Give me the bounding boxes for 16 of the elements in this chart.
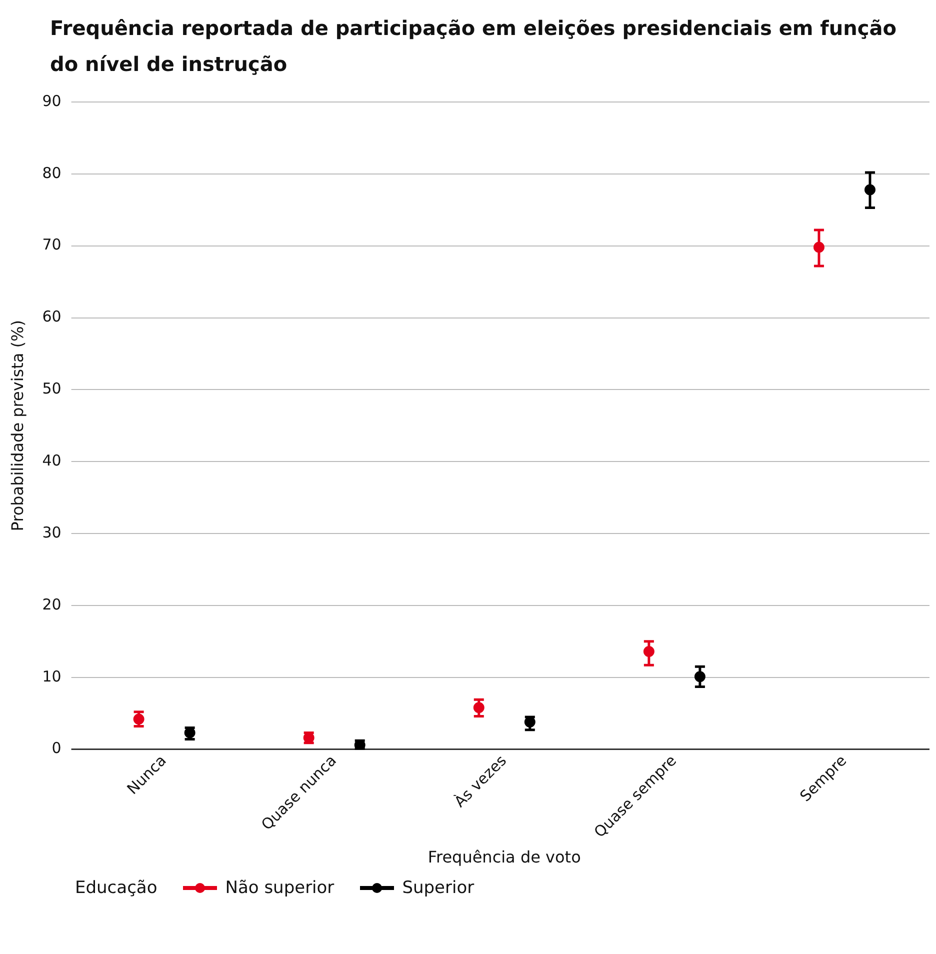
y-tick-label: 70 [42, 236, 62, 254]
legend-label: Superior [402, 878, 474, 898]
y-tick-label: 90 [42, 92, 62, 110]
y-tick-label: 40 [42, 452, 62, 470]
y-tick-label: 0 [52, 739, 62, 758]
y-tick-label: 30 [42, 523, 62, 542]
y-tick-label: 80 [42, 164, 62, 182]
chart-title: Frequência reportada de participação em eleições presidenciais em função do nível de instrução [50, 15, 898, 78]
y-tick-label: 50 [42, 380, 62, 398]
y-tick-label: 10 [42, 667, 62, 686]
legend-title: Educação [75, 878, 158, 898]
y-tick-label: 60 [42, 308, 62, 326]
y-tick-label: 20 [42, 595, 62, 614]
legend-label: Não superior [225, 878, 334, 898]
y-axis-title: Probabilidade prevista (%) [8, 320, 27, 532]
x-axis-title: Frequência de voto [428, 848, 581, 867]
